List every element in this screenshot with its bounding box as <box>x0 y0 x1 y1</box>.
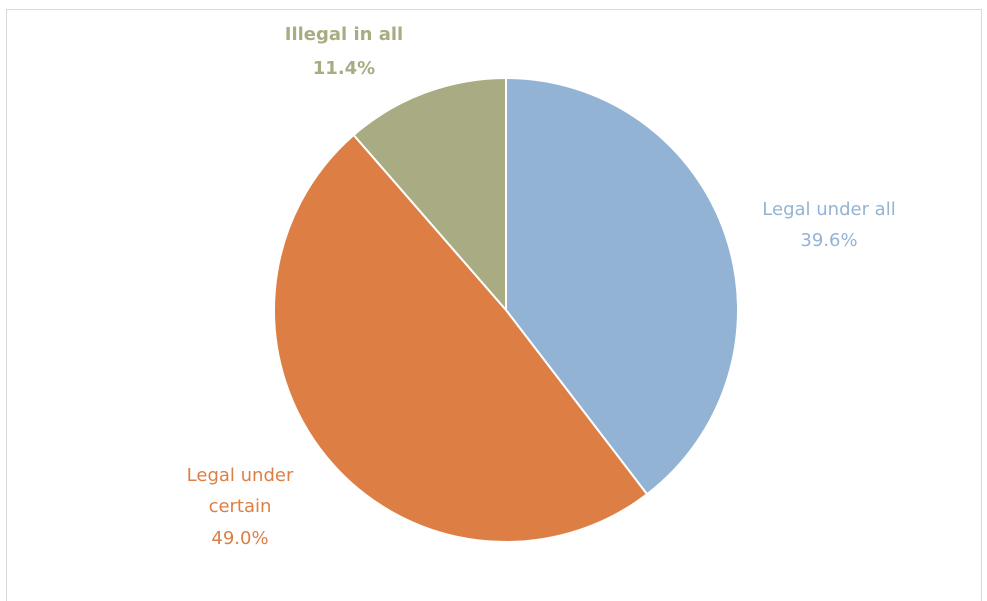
slice-value-legal-under-certain: 49.0% <box>211 528 268 549</box>
slice-label-legal-under-certain-line2: certain <box>209 496 272 517</box>
slice-legal-under-all <box>505 76 739 496</box>
slice-label-illegal-in-all: Illegal in all <box>285 24 403 45</box>
pie-slices <box>273 76 739 543</box>
slice-label-legal-under-all: Legal under all <box>762 199 895 220</box>
slice-value-legal-under-all: 39.6% <box>800 230 857 251</box>
slice-illegal-in-all <box>352 76 507 313</box>
slice-label-legal-under-certain-line1: Legal under <box>187 465 294 486</box>
slice-value-illegal-in-all: 11.4% <box>313 58 375 79</box>
slice-legal-under-certain <box>273 133 649 543</box>
